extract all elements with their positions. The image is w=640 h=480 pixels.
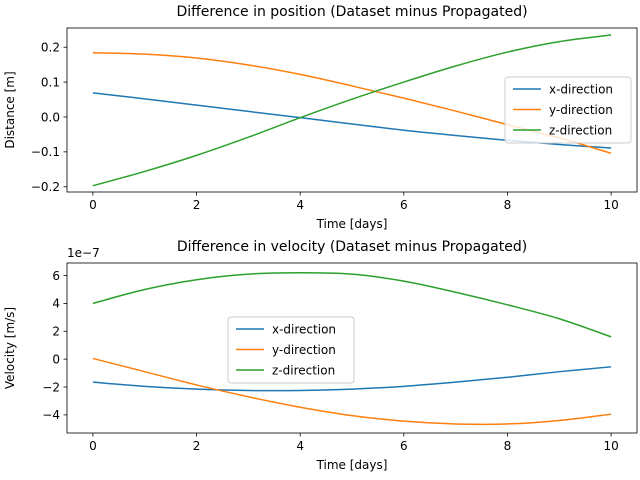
x-tick-label: 0 bbox=[89, 439, 97, 453]
legend-label: y-direction bbox=[549, 103, 613, 117]
y-tick-label: −0.1 bbox=[31, 145, 60, 159]
series-line-z-direction bbox=[92, 34, 612, 187]
x-axis-label: Time [days] bbox=[316, 458, 388, 472]
x-tick-label: 2 bbox=[193, 198, 201, 212]
y-axis-label: Distance [m] bbox=[3, 71, 17, 148]
series-line-x-direction bbox=[92, 366, 612, 392]
y-tick-label: 0 bbox=[52, 352, 60, 366]
y-tick-label: 0.0 bbox=[41, 110, 60, 124]
legend-label: x-direction bbox=[272, 322, 336, 336]
y-tick-label: −4 bbox=[42, 408, 60, 422]
legend: x-direction y-direction z-direction bbox=[227, 316, 355, 384]
x-tick-label: 0 bbox=[89, 198, 97, 212]
y-offset-text: 1e−7 bbox=[67, 246, 100, 260]
legend-box bbox=[504, 76, 632, 144]
y-tick-label: −2 bbox=[42, 380, 60, 394]
y-axis-label: Velocity [m/s] bbox=[3, 307, 17, 389]
chart-title: Difference in position (Dataset minus Pr… bbox=[176, 4, 527, 20]
x-tick-label: 6 bbox=[400, 198, 408, 212]
x-tick-label: 10 bbox=[603, 198, 618, 212]
x-tick-label: 8 bbox=[504, 198, 512, 212]
legend-label: z-direction bbox=[549, 123, 612, 137]
y-tick-label: 4 bbox=[52, 297, 60, 311]
series-line-z-direction bbox=[92, 271, 612, 338]
legend-label: x-direction bbox=[549, 82, 613, 96]
chart-2: Difference in velocity (Dataset minus Pr… bbox=[3, 239, 638, 472]
chart-1: Difference in position (Dataset minus Pr… bbox=[3, 4, 638, 231]
y-tick-label: 6 bbox=[52, 269, 60, 283]
axes-frame bbox=[66, 27, 638, 193]
legend-box bbox=[227, 316, 355, 384]
x-tick-label: 4 bbox=[296, 198, 304, 212]
legend-label: y-direction bbox=[272, 343, 336, 357]
x-axis-label: Time [days] bbox=[316, 217, 388, 231]
chart-title: Difference in velocity (Dataset minus Pr… bbox=[177, 239, 527, 255]
y-tick-label: −0.2 bbox=[31, 180, 60, 194]
series-line-y-direction bbox=[92, 357, 612, 426]
x-tick-label: 2 bbox=[193, 439, 201, 453]
axes-frame bbox=[66, 262, 638, 434]
x-tick-label: 10 bbox=[603, 439, 618, 453]
legend-label: z-direction bbox=[272, 363, 335, 377]
y-tick-label: 0.1 bbox=[41, 75, 60, 89]
x-tick-label: 8 bbox=[504, 439, 512, 453]
x-tick-label: 6 bbox=[400, 439, 408, 453]
x-tick-label: 4 bbox=[296, 439, 304, 453]
y-tick-label: 2 bbox=[52, 325, 60, 339]
y-tick-label: 0.2 bbox=[41, 40, 60, 54]
legend: x-direction y-direction z-direction bbox=[504, 76, 632, 144]
